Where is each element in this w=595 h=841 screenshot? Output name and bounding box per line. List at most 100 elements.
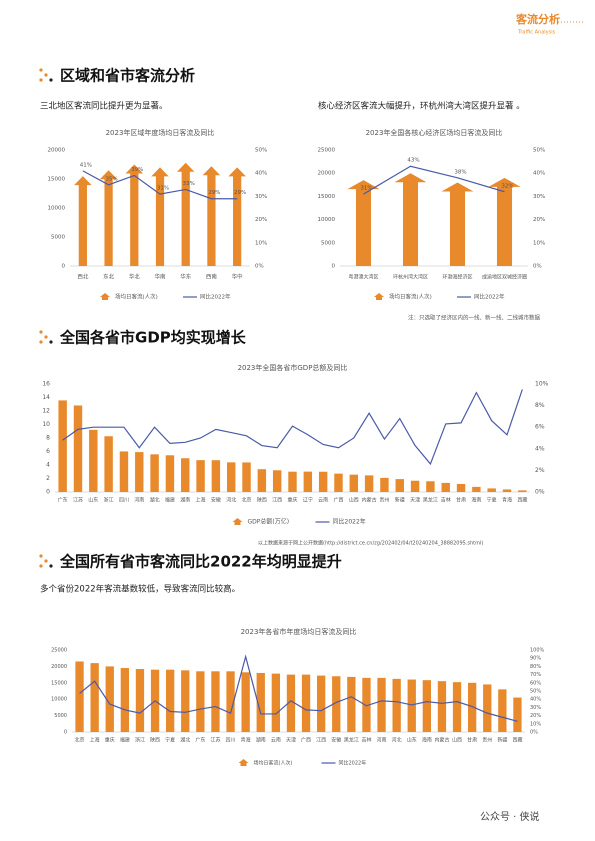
tick-label: 20% [533,217,545,223]
bar [347,676,356,732]
tick-label: 0% [530,730,538,736]
x-tick-label: 湖南 [180,497,190,504]
x-tick-label: 江西 [272,497,282,504]
bar [362,677,371,732]
bar [74,176,92,266]
tick-label: 15000 [48,177,66,183]
x-tick-label: 安徽 [331,737,341,744]
legend-label: 场均日客流(人次) [115,293,158,301]
bar [196,460,205,492]
section-title: 全国各省市GDP均实现增长 [59,329,247,347]
x-tick-label: 浙江 [135,737,145,744]
tick-label: 30% [533,194,545,200]
bar [211,460,221,492]
x-tick-label: 湖北 [180,737,190,744]
x-tick-label: 四川 [226,738,236,744]
tick-label: 0% [255,264,264,270]
bar [241,672,250,732]
bar [104,436,113,492]
tick-label: 20000 [48,148,66,154]
bar [226,671,235,732]
tick-label: 12 [42,408,50,415]
x-tick-label: 华东 [180,273,192,281]
data-label: 35% [105,176,117,182]
section-title: 区域和省市客流分析 [60,67,195,85]
bar [483,684,492,732]
bar [286,674,296,732]
section-title: 全国所有省市客流同比2022年均明显提升 [59,553,342,571]
line [79,654,518,722]
tick-label: 25000 [318,148,336,154]
bar [407,679,416,732]
tick-label: 50% [530,689,541,695]
bar [334,473,343,492]
x-tick-label: 成渝地区双城经济圈 [482,274,527,281]
bar [392,678,401,732]
legend-swatch [232,518,243,525]
section-icon [39,330,53,344]
chart-title: 2023年区域年度场均日客流及同比 [106,128,215,137]
bar [176,162,195,266]
x-tick-label: 云南 [271,737,281,744]
data-label: 39% [131,167,143,173]
tick-label: 20000 [318,171,336,177]
x-tick-label: 青海 [241,737,251,744]
x-tick-label: 环渤海经济区 [442,274,472,281]
x-tick-label: 辽宁 [303,497,313,504]
tick-label: 0% [535,489,545,496]
tick-label: 100% [530,648,545,654]
bar [441,482,450,492]
x-tick-label: 华北 [129,273,141,281]
chart-title: 2023年全国各省市GDP总额及同比 [238,363,348,372]
bar [288,471,297,492]
x-tick-label: 华中 [232,273,243,281]
bar [422,680,432,732]
header-title: 客流分析 [515,12,560,26]
data-label: 32% [501,183,513,189]
x-tick-label: 内蒙古 [434,737,449,744]
x-tick-label: 西南 [206,273,218,281]
bar [502,489,512,492]
bar [498,689,507,732]
tick-label: 0 [64,730,67,736]
bar [316,675,326,732]
bar [452,682,462,732]
bar [75,661,84,732]
x-tick-label: 天津 [410,497,420,504]
legend-label: 同比2022年 [339,760,367,767]
bar [271,673,281,732]
section-text: 多个省份2022年客流基数较低，导致客流同比较高。 [40,584,240,595]
bar [303,471,313,492]
x-tick-label: 粤港澳大湾区 [348,274,378,281]
x-tick-label: 云南 [318,497,328,504]
legend-swatch [100,293,110,300]
bar [518,490,527,492]
bar [380,477,389,492]
bar [437,681,447,732]
section-text: 三北地区客流同比提升更为显著。 [40,101,168,112]
x-tick-label: 河南 [377,737,387,744]
data-label: 31% [360,186,372,192]
tick-label: 16 [42,381,50,388]
bar [456,483,466,492]
bar [272,470,282,492]
bar [364,475,374,492]
bar [228,167,246,266]
x-tick-label: 上海 [90,737,100,744]
x-tick-label: 青海 [502,497,512,504]
tick-label: 40% [255,171,267,177]
bar [120,668,130,732]
tick-label: 70% [530,672,541,678]
legend-label: 同比2022年 [200,293,231,301]
x-tick-label: 贵州 [379,497,389,504]
x-tick-label: 西藏 [512,737,522,744]
tick-label: 30% [255,194,267,200]
x-tick-label: 陕西 [150,737,160,744]
tick-label: 14 [42,394,50,401]
bar [395,479,404,492]
x-tick-label: 山西 [452,737,462,744]
tick-label: 50% [533,148,545,154]
x-tick-label: 黑龙江 [344,737,359,744]
x-tick-label: 黑龙江 [423,497,438,504]
